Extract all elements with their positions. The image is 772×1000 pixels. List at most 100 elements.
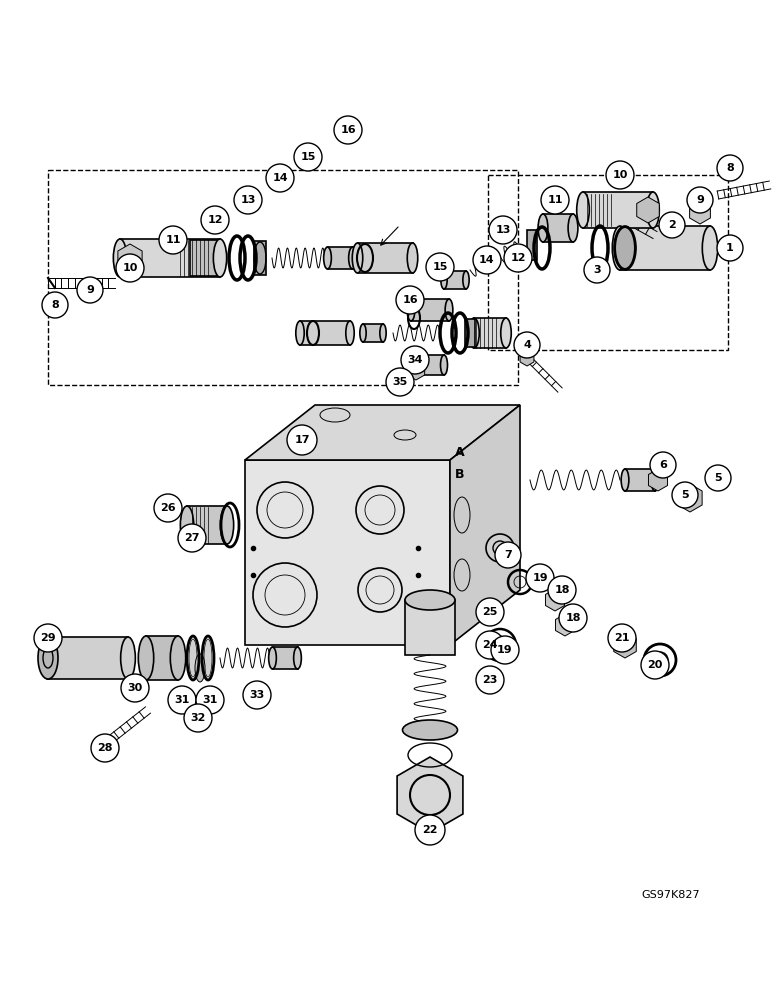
Text: 1: 1 (726, 243, 734, 253)
Circle shape (641, 651, 669, 679)
Circle shape (287, 425, 317, 455)
Ellipse shape (346, 321, 354, 345)
Text: 18: 18 (554, 585, 570, 595)
Circle shape (243, 681, 271, 709)
Circle shape (559, 604, 587, 632)
Circle shape (386, 368, 414, 396)
Text: 24: 24 (482, 640, 498, 650)
Ellipse shape (577, 192, 589, 228)
Circle shape (584, 257, 610, 283)
Ellipse shape (538, 214, 548, 242)
Bar (465, 319, 475, 347)
Ellipse shape (171, 636, 186, 680)
Circle shape (34, 624, 62, 652)
Ellipse shape (612, 226, 628, 270)
Polygon shape (408, 360, 425, 380)
Text: 3: 3 (593, 265, 601, 275)
Ellipse shape (463, 271, 469, 289)
Circle shape (476, 598, 504, 626)
Ellipse shape (195, 654, 205, 682)
Circle shape (476, 631, 504, 659)
Circle shape (426, 253, 454, 281)
Text: 2: 2 (668, 220, 676, 230)
Ellipse shape (323, 247, 331, 269)
Polygon shape (327, 247, 353, 269)
Ellipse shape (181, 506, 194, 544)
Polygon shape (556, 614, 574, 636)
Ellipse shape (445, 299, 453, 321)
Ellipse shape (38, 637, 58, 679)
Polygon shape (689, 200, 710, 224)
Polygon shape (363, 324, 383, 342)
Polygon shape (520, 350, 534, 366)
Ellipse shape (402, 720, 458, 740)
Polygon shape (245, 405, 520, 460)
Text: 17: 17 (294, 435, 310, 445)
Circle shape (401, 346, 429, 374)
Circle shape (234, 186, 262, 214)
FancyBboxPatch shape (245, 460, 450, 645)
Polygon shape (120, 239, 220, 277)
Ellipse shape (405, 590, 455, 610)
Circle shape (184, 704, 212, 732)
Circle shape (491, 636, 519, 664)
Ellipse shape (213, 239, 227, 277)
Polygon shape (678, 484, 702, 512)
Circle shape (266, 164, 294, 192)
Circle shape (77, 277, 103, 303)
Ellipse shape (469, 318, 479, 348)
Ellipse shape (407, 299, 415, 321)
Bar (254, 241, 266, 275)
Ellipse shape (651, 469, 659, 491)
Ellipse shape (408, 243, 418, 273)
Circle shape (473, 246, 501, 274)
Circle shape (526, 564, 554, 592)
Ellipse shape (120, 637, 135, 679)
Text: 8: 8 (51, 300, 59, 310)
Ellipse shape (703, 226, 718, 270)
Circle shape (178, 524, 206, 552)
Text: 28: 28 (97, 743, 113, 753)
Circle shape (717, 155, 743, 181)
Circle shape (705, 465, 731, 491)
Ellipse shape (568, 214, 578, 242)
Circle shape (91, 734, 119, 762)
Circle shape (201, 206, 229, 234)
Circle shape (334, 116, 362, 144)
Circle shape (717, 235, 743, 261)
Polygon shape (450, 405, 520, 645)
Circle shape (486, 534, 514, 562)
Ellipse shape (441, 355, 448, 375)
Bar (527, 230, 537, 260)
Polygon shape (273, 647, 297, 669)
Text: 8: 8 (726, 163, 734, 173)
Circle shape (659, 212, 685, 238)
Text: 14: 14 (479, 255, 495, 265)
Text: 14: 14 (273, 173, 288, 183)
Text: 34: 34 (408, 355, 423, 365)
Text: 31: 31 (174, 695, 190, 705)
Text: 31: 31 (202, 695, 218, 705)
Text: 11: 11 (547, 195, 563, 205)
Text: 16: 16 (402, 295, 418, 305)
Polygon shape (300, 321, 350, 345)
Polygon shape (411, 299, 449, 321)
Circle shape (606, 161, 634, 189)
Circle shape (294, 143, 322, 171)
Circle shape (608, 624, 636, 652)
Text: 9: 9 (696, 195, 704, 205)
Ellipse shape (296, 321, 304, 345)
Circle shape (121, 674, 149, 702)
Bar (190, 240, 220, 276)
Ellipse shape (138, 636, 154, 680)
Text: 35: 35 (392, 377, 408, 387)
Circle shape (159, 226, 187, 254)
Circle shape (396, 286, 424, 314)
Text: 10: 10 (612, 170, 628, 180)
Text: 19: 19 (532, 573, 548, 583)
Polygon shape (625, 469, 655, 491)
Text: 9: 9 (86, 285, 94, 295)
Circle shape (42, 292, 68, 318)
Text: 7: 7 (504, 550, 512, 560)
Ellipse shape (360, 324, 366, 342)
